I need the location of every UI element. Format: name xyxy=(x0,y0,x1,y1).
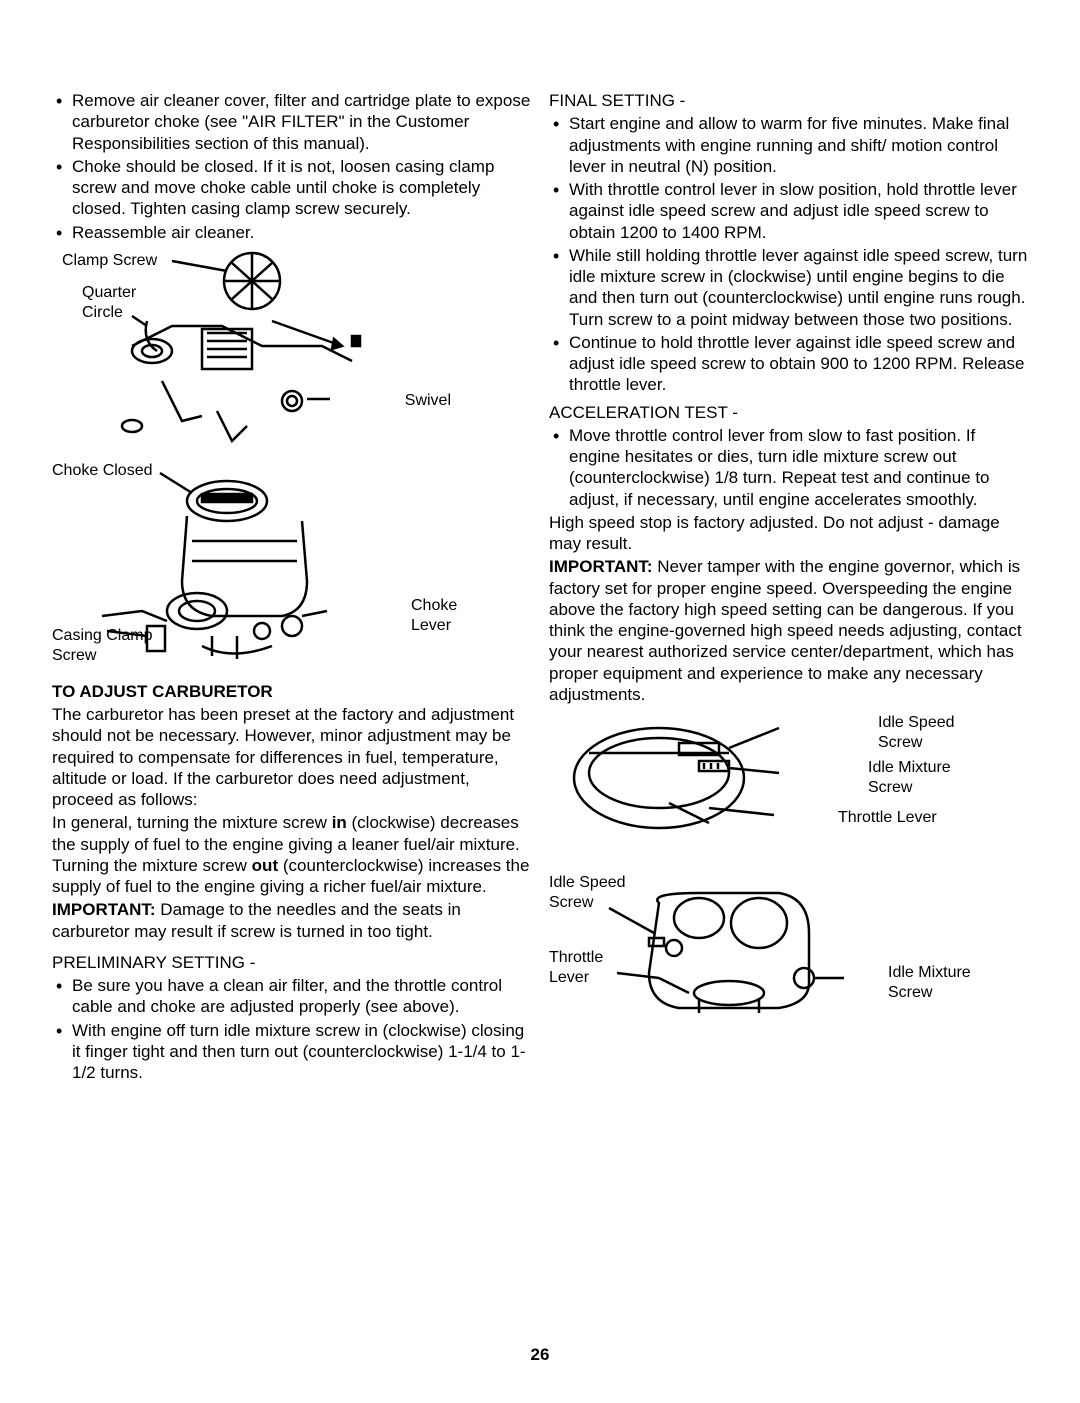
paragraph: The carburetor has been preset at the fa… xyxy=(52,704,531,810)
right-column: FINAL SETTING - Start engine and allow t… xyxy=(549,90,1040,1085)
paragraph: In general, turning the mixture screw in… xyxy=(52,812,531,897)
important-label: IMPORTANT: xyxy=(549,557,653,576)
carburetor-top-icon xyxy=(549,713,889,863)
label-quarter-circle: Quarter Circle xyxy=(82,283,152,323)
label-choke-lever: Choke Lever xyxy=(411,596,471,636)
label-idle-mixture-screw-2: Idle Mixture Screw xyxy=(888,963,988,1003)
accel-bullet-list: Move throttle control lever from slow to… xyxy=(549,425,1028,510)
text-bold: out xyxy=(252,856,278,875)
label-idle-speed-screw: Idle Speed Screw xyxy=(878,713,968,753)
label-idle-mixture-screw: Idle Mixture Screw xyxy=(868,758,968,798)
bullet-item: Be sure you have a clean air filter, and… xyxy=(52,975,531,1018)
diagram-choke-closed: Choke Closed Casing Clamp Screw Choke Le… xyxy=(52,461,531,671)
bullet-item: Move throttle control lever from slow to… xyxy=(549,425,1028,510)
label-throttle-lever: Throttle Lever xyxy=(838,808,948,828)
paragraph: IMPORTANT: Never tamper with the engine … xyxy=(549,556,1028,705)
label-choke-closed: Choke Closed xyxy=(52,461,153,481)
bullet-item: Remove air cleaner cover, filter and car… xyxy=(52,90,531,154)
text-bold: in xyxy=(332,813,347,832)
bullet-item: Continue to hold throttle lever against … xyxy=(549,332,1028,396)
label-casing-clamp-screw: Casing Clamp Screw xyxy=(52,626,162,666)
diagram-clamp-screw: Clamp Screw Quarter Circle Swivel xyxy=(62,251,531,451)
diagram-idle-top: Idle Speed Screw Idle Mixture Screw Thro… xyxy=(549,713,1028,863)
text: Never tamper with the engine governor, w… xyxy=(549,557,1022,704)
bullet-item: Start engine and allow to warm for five … xyxy=(549,113,1028,177)
top-bullet-list: Remove air cleaner cover, filter and car… xyxy=(52,90,531,243)
bullet-item: With engine off turn idle mixture screw … xyxy=(52,1020,531,1084)
diagram-idle-side: Idle Speed Screw Throttle Lever Idle Mix… xyxy=(549,873,1028,1033)
page-number: 26 xyxy=(0,1345,1080,1365)
label-swivel: Swivel xyxy=(405,391,451,411)
text: In general, turning the mixture screw xyxy=(52,813,332,832)
paragraph: IMPORTANT: Damage to the needles and the… xyxy=(52,899,531,942)
final-bullet-list: Start engine and allow to warm for five … xyxy=(549,113,1028,395)
heading-acceleration: ACCELERATION TEST - xyxy=(549,402,1028,423)
left-column: Remove air cleaner cover, filter and car… xyxy=(40,90,531,1085)
mechanical-drawing-icon xyxy=(62,251,392,451)
manual-page: Remove air cleaner cover, filter and car… xyxy=(0,0,1080,1125)
heading-final-setting: FINAL SETTING - xyxy=(549,90,1028,111)
label-throttle-lever-2: Throttle Lever xyxy=(549,948,619,988)
bullet-item: Choke should be closed. If it is not, lo… xyxy=(52,156,531,220)
heading-adjust-carburetor: TO ADJUST CARBURETOR xyxy=(52,681,531,702)
paragraph: High speed stop is factory adjusted. Do … xyxy=(549,512,1028,555)
bullet-item: With throttle control lever in slow posi… xyxy=(549,179,1028,243)
important-label: IMPORTANT: xyxy=(52,900,156,919)
heading-preliminary: PRELIMINARY SETTING - xyxy=(52,952,531,973)
bullet-item: While still holding throttle lever again… xyxy=(549,245,1028,330)
label-clamp-screw: Clamp Screw xyxy=(62,251,157,271)
prelim-bullet-list: Be sure you have a clean air filter, and… xyxy=(52,975,531,1083)
bullet-item: Reassemble air cleaner. xyxy=(52,222,531,243)
label-idle-speed-screw-2: Idle Speed Screw xyxy=(549,873,639,913)
